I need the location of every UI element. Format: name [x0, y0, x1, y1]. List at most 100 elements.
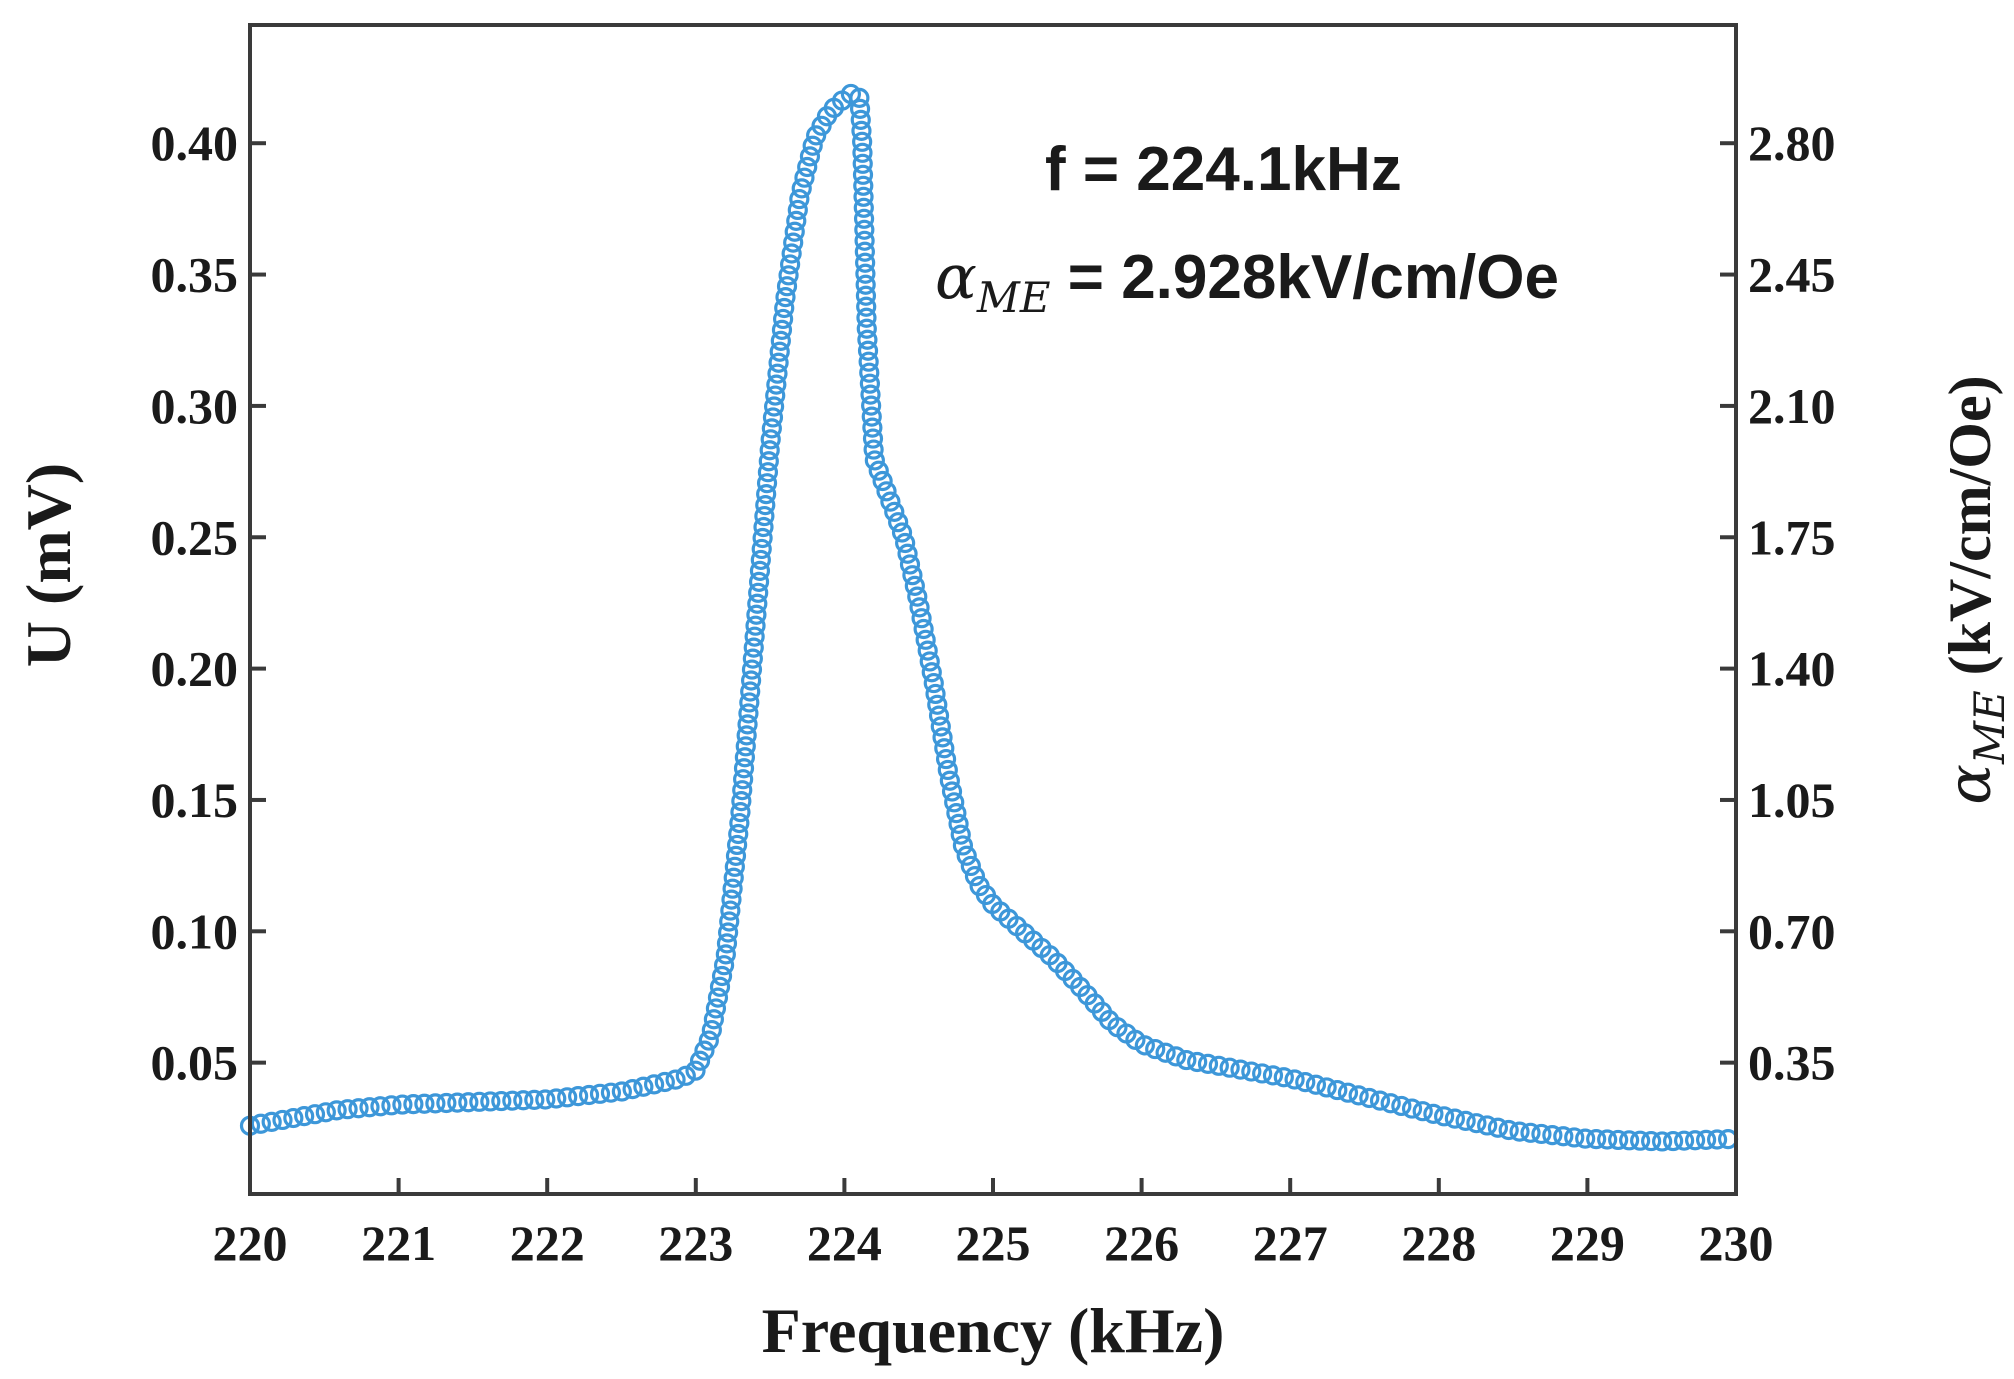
data-point [786, 210, 807, 231]
data-point [1391, 1095, 1412, 1117]
data-point [737, 714, 758, 735]
data-point [857, 329, 878, 350]
data-point [1553, 1126, 1574, 1147]
data-point [902, 565, 923, 586]
data-point [852, 164, 874, 185]
data-point [895, 532, 916, 554]
data-point [633, 1076, 654, 1097]
data-point [1509, 1121, 1530, 1142]
data-point [742, 648, 763, 669]
data-point [733, 769, 754, 790]
data-point [261, 1111, 282, 1132]
data-point [370, 1096, 391, 1117]
y2-tick-label: 1.40 [1748, 641, 1836, 697]
data-point [907, 586, 928, 607]
data-point [654, 1071, 675, 1093]
annotation-alpha-symbol: α [935, 240, 977, 313]
data-point [915, 629, 936, 650]
data-point [913, 618, 934, 640]
data-point [917, 640, 938, 661]
alpha-subscript: ME [1965, 690, 2014, 765]
data-point [946, 802, 967, 824]
y2-tick-label: 2.10 [1748, 378, 1836, 434]
data-point [774, 297, 795, 319]
data-point [392, 1094, 413, 1115]
data-point [855, 263, 876, 284]
x-tick-label: 230 [1699, 1215, 1774, 1271]
data-point [856, 307, 877, 328]
x-tick-label: 225 [956, 1215, 1031, 1271]
data-point [1663, 1130, 1684, 1152]
data-point [689, 1050, 711, 1071]
data-point [872, 470, 893, 492]
data-point [791, 178, 812, 199]
y-axis-right-title: αME (kV/cm/Oe) [1935, 375, 2014, 804]
data-point [1684, 1130, 1706, 1151]
y-tick-label: 0.30 [151, 378, 239, 434]
data-point [853, 186, 874, 207]
data-point [760, 429, 781, 450]
data-point [855, 274, 876, 295]
y-axis-left-ticks: 0.05 0.10 0.15 0.20 0.25 0.30 0.35 0.40 [151, 115, 266, 1091]
data-point [1487, 1117, 1509, 1138]
data-point [756, 484, 777, 505]
data-point [1477, 1115, 1498, 1136]
data-point [643, 1074, 665, 1095]
data-point [852, 142, 873, 163]
data-point [703, 1009, 724, 1030]
data-point [853, 175, 874, 196]
data-point [904, 575, 925, 597]
data-point [721, 889, 742, 910]
data-point [761, 418, 782, 439]
data-point [272, 1109, 293, 1131]
data-point [752, 527, 773, 549]
x-axis-ticks: 220 221 222 223 224 225 226 227 228 229 230 [213, 1178, 1774, 1271]
data-point [1674, 1130, 1695, 1151]
y-tick-label: 0.20 [151, 641, 239, 697]
data-point [557, 1087, 578, 1108]
data-point [535, 1089, 556, 1110]
y-tick-label: 0.10 [151, 903, 239, 959]
data-point [797, 156, 818, 178]
data-point [864, 450, 885, 471]
data-point [753, 516, 774, 538]
data-point [851, 120, 872, 141]
data-point [600, 1082, 622, 1103]
data-point [1262, 1065, 1284, 1086]
data-point [858, 351, 879, 372]
data-point [776, 276, 798, 297]
data-point [1208, 1055, 1229, 1076]
data-point [250, 1113, 271, 1134]
data-point [1241, 1061, 1262, 1082]
data-point [1466, 1113, 1487, 1134]
data-point [502, 1090, 523, 1111]
data-point [754, 505, 775, 527]
data-point [1145, 1038, 1166, 1060]
data-point [622, 1078, 643, 1100]
data-point [939, 770, 960, 791]
data-point [1597, 1129, 1618, 1150]
data-point [856, 318, 877, 339]
x-tick-label: 222 [510, 1215, 585, 1271]
data-point [458, 1092, 479, 1113]
y2-tick-label: 2.80 [1748, 115, 1836, 171]
data-point [729, 812, 750, 834]
data-point [513, 1090, 534, 1111]
data-point [789, 188, 810, 210]
data-point [731, 791, 752, 812]
data-point [665, 1069, 686, 1090]
x-tick-label: 227 [1253, 1215, 1328, 1271]
data-points [239, 83, 1739, 1152]
data-point [861, 406, 882, 427]
data-point [739, 692, 760, 713]
data-point [705, 998, 727, 1019]
data-point [856, 296, 877, 317]
data-point [934, 738, 955, 759]
data-point [850, 109, 871, 130]
data-point [713, 955, 735, 976]
data-point [1498, 1119, 1519, 1141]
data-point [880, 491, 901, 512]
data-point [948, 813, 969, 834]
data-point [758, 451, 779, 472]
data-point [1531, 1123, 1552, 1145]
